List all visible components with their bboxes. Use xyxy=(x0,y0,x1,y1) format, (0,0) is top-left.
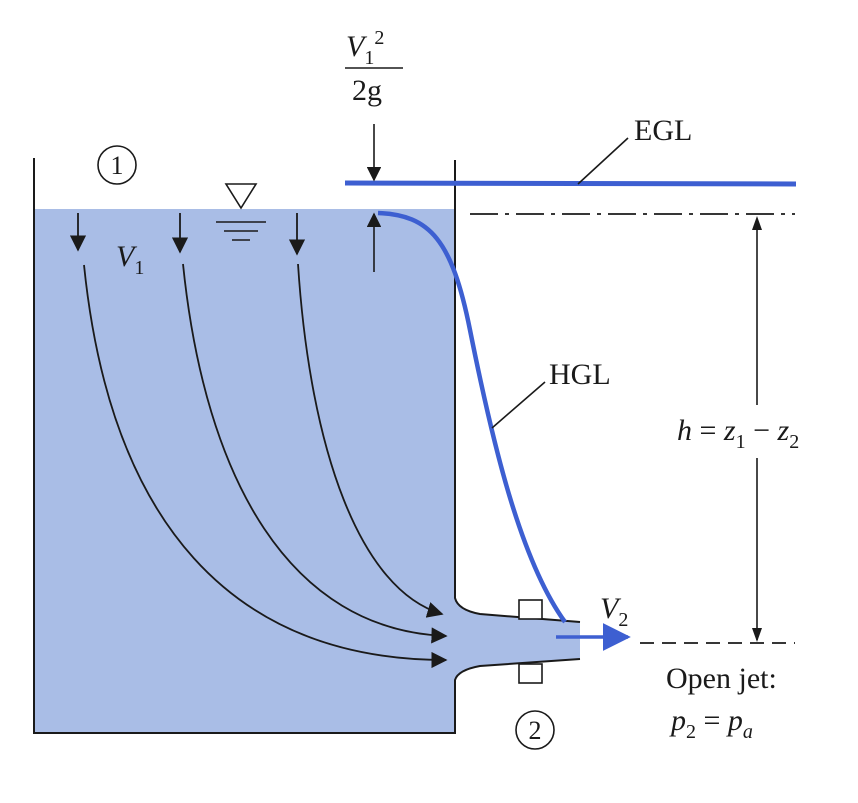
station-2-label: 2 xyxy=(529,716,542,745)
hgl-leader xyxy=(491,381,546,429)
egl-label: EGL xyxy=(634,114,692,147)
egl-leader xyxy=(577,137,629,185)
height-label: h = z1 − z2 xyxy=(677,414,799,453)
tank-water xyxy=(34,209,580,733)
hgl-curve xyxy=(377,210,567,624)
hgl-label: HGL xyxy=(549,358,611,391)
free-surface-symbol xyxy=(216,183,266,241)
open-jet-condition: p2 = pa xyxy=(669,704,753,743)
v1-label: V1 xyxy=(116,240,144,279)
tank-wall xyxy=(33,158,581,734)
streamline-2-curve xyxy=(182,263,448,644)
velocity-head-denominator: 2g xyxy=(352,74,382,107)
open-jet-label: Open jet: xyxy=(666,662,777,695)
station-2-circle xyxy=(515,710,555,750)
streamline-1-curve xyxy=(83,264,448,669)
height-arrow-bottom xyxy=(752,628,762,642)
nozzle-flange-top xyxy=(518,599,543,620)
height-arrow-top xyxy=(752,216,762,230)
velocity-head-numerator: V12 xyxy=(346,27,384,69)
tank-right-wall xyxy=(454,160,581,623)
streamline-3-curve xyxy=(297,263,444,618)
egl-line xyxy=(344,180,797,187)
station-1-label: 1 xyxy=(111,151,124,180)
v2-label: V2 xyxy=(600,592,628,631)
nozzle-flange-bottom xyxy=(518,663,543,684)
station-1-circle xyxy=(97,145,137,185)
